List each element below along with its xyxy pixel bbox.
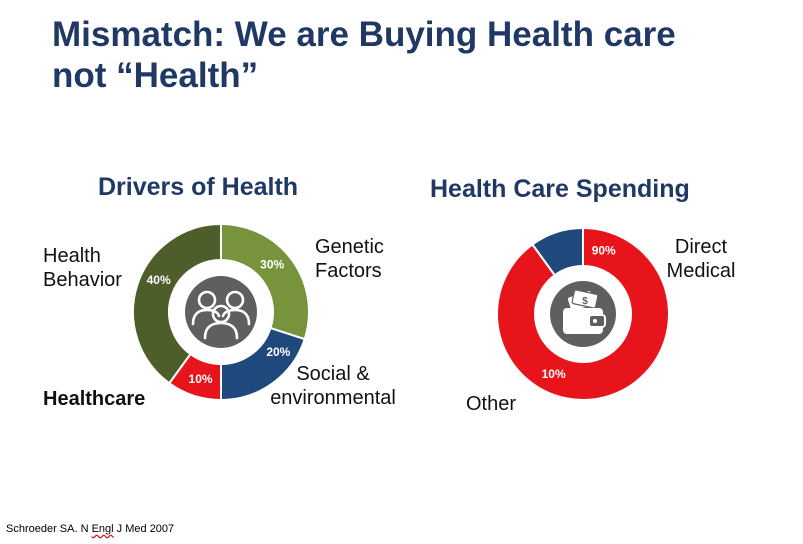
- center-icon-background: [185, 276, 257, 348]
- value-label-genetic-factors: 30%: [260, 257, 284, 271]
- chart-title-drivers-of-health: Drivers of Health: [98, 173, 299, 201]
- citation-suffix: J Med 2007: [113, 523, 175, 535]
- citation: Schroeder SA. N Engl J Med 2007: [6, 523, 174, 535]
- slide-title-line-1: Mismatch: We are Buying Health care: [52, 15, 676, 54]
- value-label-social-environmental: 20%: [266, 345, 290, 359]
- health-care-spending-donut-chart: 90% 10% $: [496, 226, 670, 401]
- slice-label-direct-medical: Direct Medical: [666, 236, 736, 282]
- people-group-icon: [191, 290, 251, 340]
- wallet-money-icon: $: [563, 289, 606, 334]
- value-label-other: 10%: [542, 367, 566, 381]
- slice-label-social-environmental: Social & environmental: [270, 363, 396, 409]
- slice-label-other: Other: [466, 393, 517, 415]
- svg-text:$: $: [582, 296, 588, 307]
- slide-title: Mismatch: We are Buying Health care not …: [52, 14, 792, 96]
- slice-label-genetic-factors: Genetic Factors: [315, 236, 384, 282]
- slice-label-healthcare: Healthcare: [43, 388, 146, 410]
- slide-title-line-2: not “Health”: [52, 56, 259, 95]
- value-label-health-behavior: 40%: [147, 273, 171, 287]
- citation-journal-abbrev: Engl: [91, 523, 114, 535]
- value-label-direct-medical: 90%: [592, 243, 616, 257]
- chart-title-health-care-spending: Health Care Spending: [430, 175, 690, 203]
- citation-prefix: Schroeder SA. N: [6, 523, 92, 535]
- value-label-healthcare: 10%: [189, 372, 213, 386]
- drivers-of-health-donut-chart: 30% 20% 10% 40%: [132, 222, 310, 402]
- slice-label-health-behavior: Health Behavior: [43, 245, 122, 291]
